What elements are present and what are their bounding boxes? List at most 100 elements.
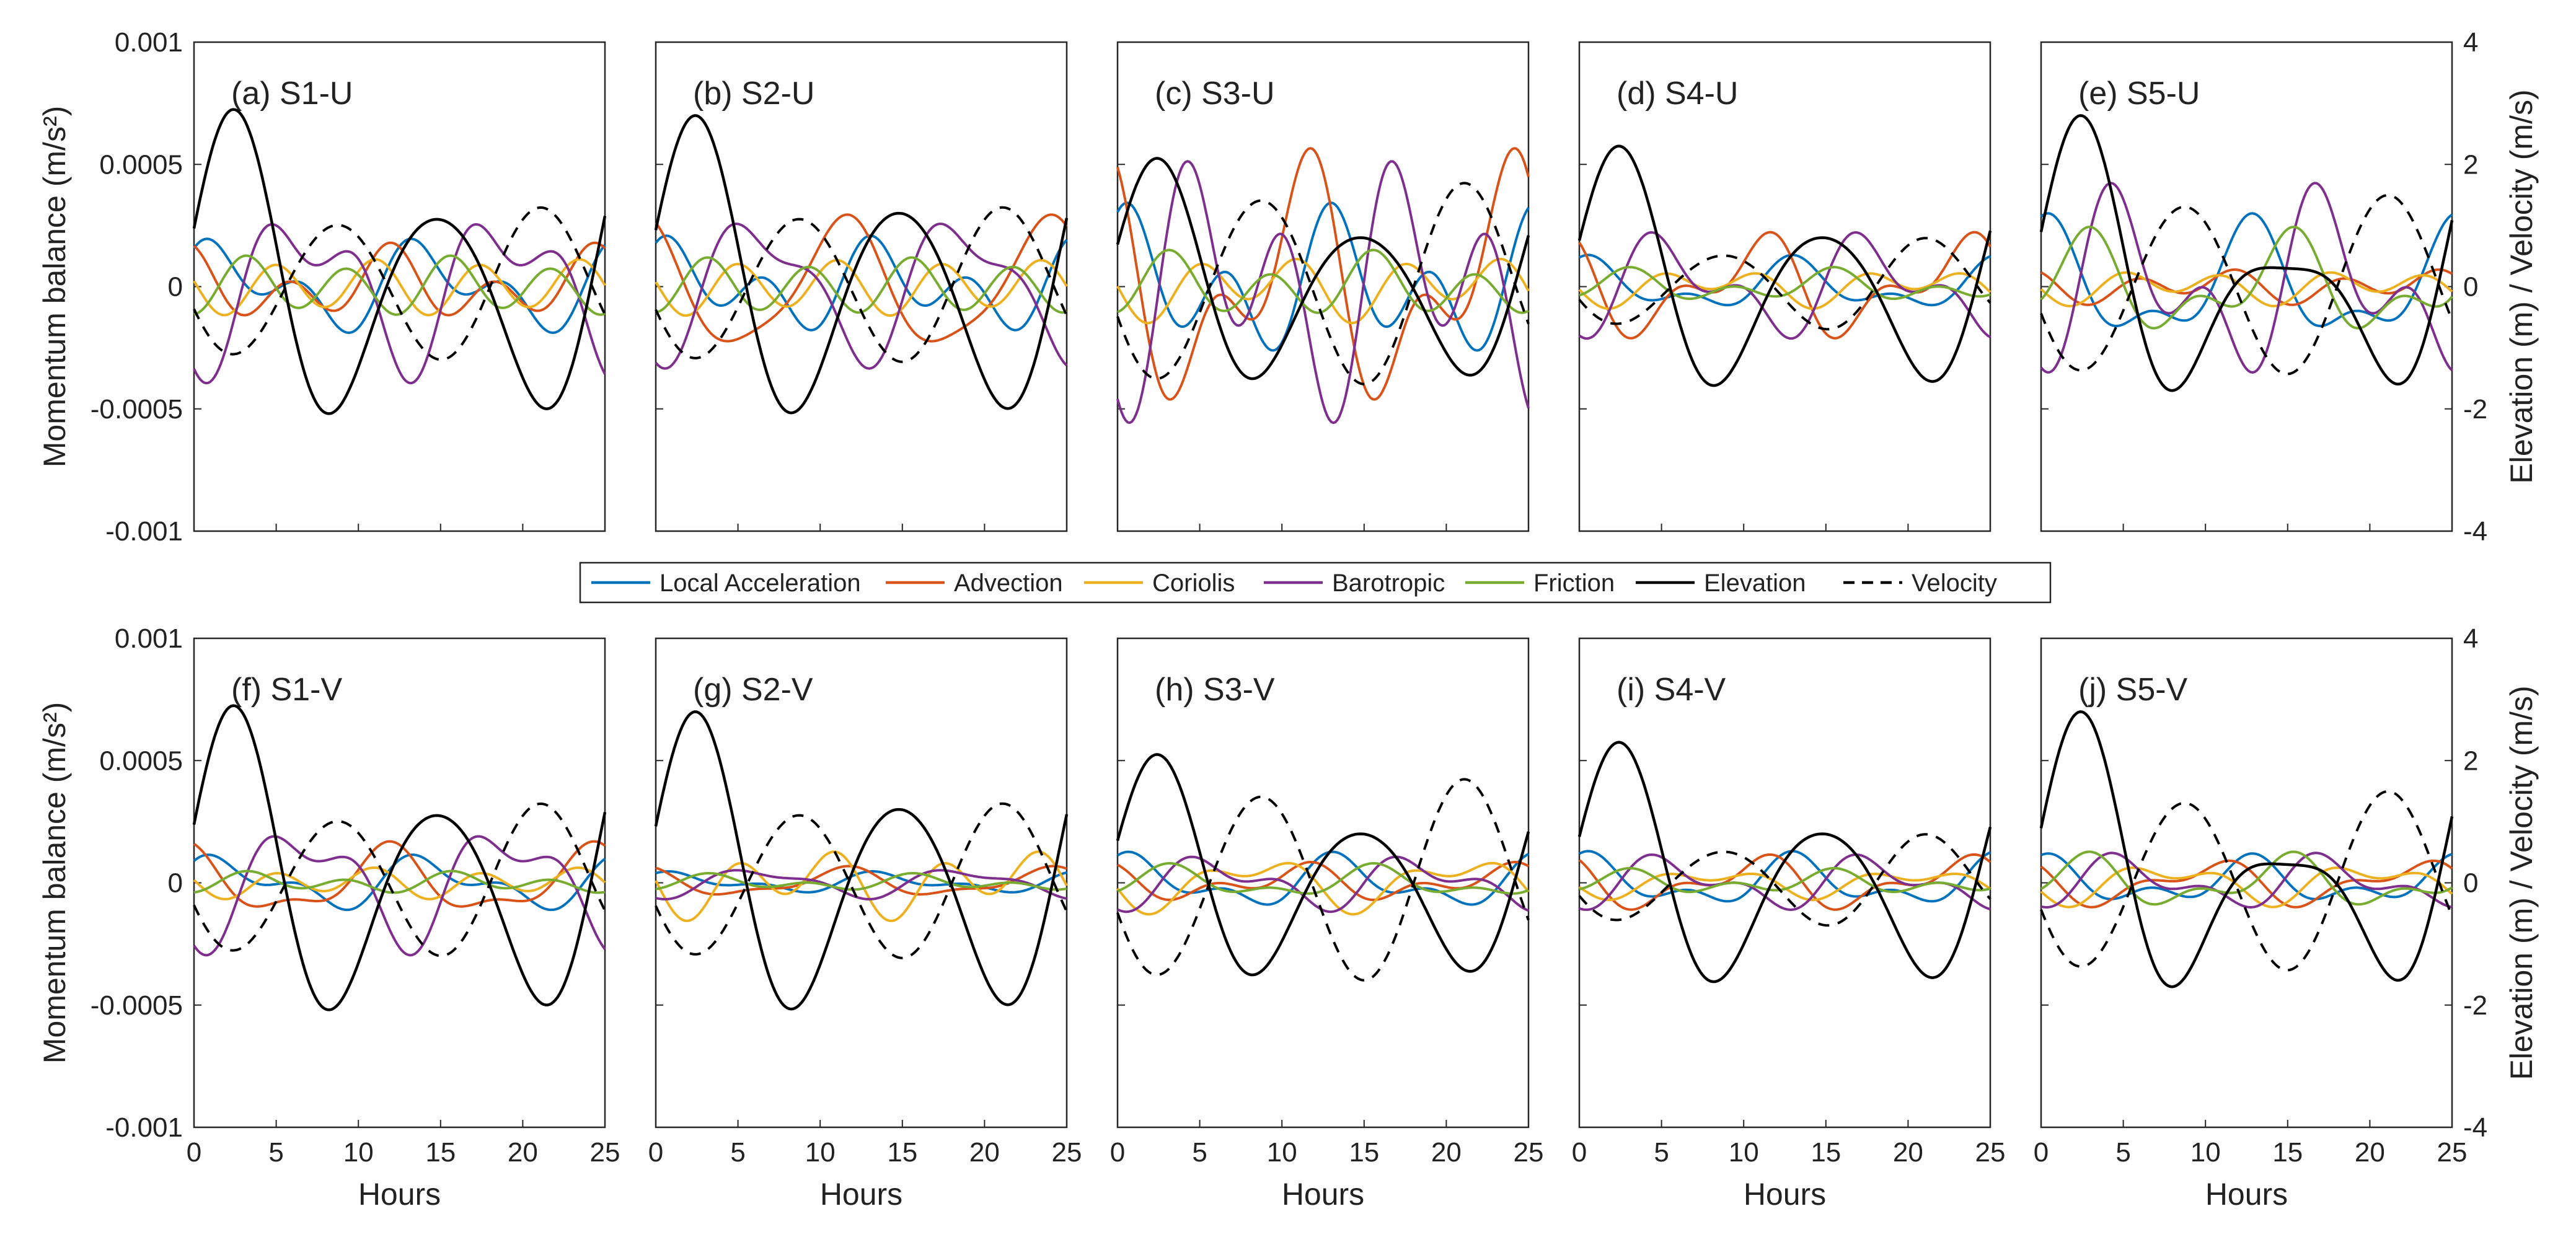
right-y-tick-label: 4 bbox=[2463, 27, 2478, 58]
local-acceleration-line bbox=[1116, 850, 1529, 906]
legend-label: Coriolis bbox=[1152, 570, 1235, 597]
advection-line bbox=[655, 865, 1067, 896]
elevation-line bbox=[1577, 741, 1992, 984]
local-acceleration-line bbox=[193, 853, 606, 912]
x-tick-label: 25 bbox=[1052, 1137, 1082, 1168]
local-acceleration-line bbox=[1116, 201, 1530, 352]
friction-line bbox=[1579, 866, 1991, 894]
friction-line bbox=[1117, 249, 1529, 314]
right-y-tick-label: 2 bbox=[2463, 746, 2478, 776]
y-tick-label: 0 bbox=[168, 868, 183, 899]
x-tick-label: 25 bbox=[590, 1137, 620, 1168]
coriolis-line bbox=[193, 258, 606, 317]
x-tick-label: 10 bbox=[2190, 1137, 2221, 1168]
x-tick-label: 20 bbox=[969, 1137, 1000, 1168]
x-tick-label: 5 bbox=[1192, 1137, 1207, 1168]
x-axis-title: Hours bbox=[820, 1177, 902, 1212]
y-tick-label: -0.001 bbox=[105, 516, 183, 547]
coriolis-line bbox=[1578, 872, 1992, 902]
legend-item: Barotropic bbox=[1264, 570, 1445, 597]
panel-frame bbox=[1116, 637, 1530, 1129]
x-tick-label: 25 bbox=[2437, 1137, 2468, 1168]
velocity-line bbox=[655, 206, 1068, 363]
barotropic-line bbox=[193, 222, 606, 385]
friction-line bbox=[1579, 265, 1991, 301]
x-tick-label: 5 bbox=[730, 1137, 745, 1168]
elevation-line bbox=[1116, 157, 1530, 381]
right-y-tick-label: 2 bbox=[2463, 149, 2478, 180]
panel-label: (b) S2-U bbox=[693, 76, 814, 112]
panel-label: (d) S4-U bbox=[1617, 76, 1738, 112]
velocity-line bbox=[1578, 237, 1992, 331]
x-tick-label: 0 bbox=[2034, 1137, 2049, 1168]
friction-line bbox=[1117, 862, 1529, 895]
panel-label: (c) S3-U bbox=[1155, 76, 1275, 112]
panel-4: (d) S4-U bbox=[1577, 41, 1992, 532]
panel-label: (i) S4-V bbox=[1617, 672, 1726, 708]
y-tick-label: -0.001 bbox=[105, 1112, 183, 1143]
elevation-line bbox=[654, 114, 1069, 415]
x-tick-label: 20 bbox=[1893, 1137, 1923, 1168]
velocity-line bbox=[1116, 182, 1530, 385]
friction-line bbox=[193, 869, 606, 894]
panel-label: (a) S1-U bbox=[231, 76, 353, 112]
panel-frame bbox=[655, 41, 1068, 532]
legend-label: Local Acceleration bbox=[659, 570, 861, 597]
legend-label: Elevation bbox=[1704, 570, 1806, 597]
right-y-tick-label: 4 bbox=[2463, 623, 2478, 654]
velocity-line bbox=[193, 802, 606, 957]
friction-line bbox=[193, 254, 606, 316]
barotropic-line bbox=[655, 869, 1067, 900]
panel-6: (f) S1-V0 5 10 15 20 25Hours0.0010.00050-0.00… bbox=[37, 623, 620, 1212]
legend-item: Elevation bbox=[1636, 570, 1806, 597]
x-tick-label: 0 bbox=[1572, 1137, 1587, 1168]
x-tick-label: 15 bbox=[887, 1137, 917, 1168]
right-y-tick-label: -4 bbox=[2463, 516, 2487, 547]
x-tick-label: 15 bbox=[2272, 1137, 2303, 1168]
x-tick-label: 10 bbox=[805, 1137, 836, 1168]
legend-item: Local Acceleration bbox=[591, 570, 861, 597]
x-tick-label: 20 bbox=[508, 1137, 538, 1168]
velocity-line bbox=[193, 206, 606, 361]
coriolis-line bbox=[655, 850, 1068, 922]
advection-line bbox=[1116, 147, 1530, 401]
y-tick-label: 0.001 bbox=[115, 27, 183, 58]
y-tick-label: 0.0005 bbox=[99, 746, 183, 776]
barotropic-line bbox=[1116, 160, 1530, 425]
y-tick-label: 0 bbox=[168, 272, 183, 302]
velocity-line bbox=[655, 802, 1068, 959]
legend-label: Friction bbox=[1533, 570, 1615, 597]
right-y-tick-label: -2 bbox=[2463, 394, 2487, 425]
x-axis-title: Hours bbox=[1282, 1177, 1364, 1212]
y-tick-label: -0.0005 bbox=[90, 990, 183, 1021]
elevation-line bbox=[2039, 710, 2454, 988]
legend-label: Advection bbox=[954, 570, 1063, 597]
panel-9: (i) S4-V 0 5 10 15 20 25 Hours bbox=[1572, 637, 2005, 1212]
panel-5: (e) S5-U 4 2 0 -2 -4 Elevation (m) / Velocity … bbox=[2039, 27, 2539, 547]
y-tick-label: 0.001 bbox=[115, 623, 183, 654]
panel-10: (j) S5-V0 5 10 15 20 25Hours420-2-4Elevation … bbox=[2034, 623, 2539, 1212]
right-y-axis-title: Elevation (m) / Velocity (m/s) bbox=[2504, 685, 2539, 1080]
advection-line bbox=[1117, 860, 1529, 902]
friction-line bbox=[2040, 226, 2453, 330]
x-tick-label: 5 bbox=[1654, 1137, 1669, 1168]
barotropic-line bbox=[193, 835, 606, 957]
velocity-line bbox=[2040, 193, 2453, 376]
panel-frame bbox=[2040, 41, 2453, 532]
elevation-line bbox=[654, 710, 1069, 1011]
elevation-line bbox=[192, 108, 607, 415]
local-acceleration-line bbox=[1579, 253, 1991, 307]
panel-label: (j) S5-V bbox=[2078, 672, 2188, 708]
elevation-line bbox=[192, 704, 607, 1011]
velocity-line bbox=[1116, 778, 1530, 982]
x-tick-label: 25 bbox=[1514, 1137, 1544, 1168]
x-tick-label: 15 bbox=[1349, 1137, 1379, 1168]
barotropic-line bbox=[2040, 182, 2453, 374]
elevation-line bbox=[1577, 144, 1992, 387]
local-acceleration-line bbox=[655, 234, 1068, 332]
advection-line bbox=[655, 213, 1068, 343]
right-y-tick-label: 0 bbox=[2463, 868, 2478, 899]
barotropic-line bbox=[655, 222, 1068, 370]
left-y-axis-title: Momentum balance (m/s²) bbox=[37, 702, 72, 1064]
